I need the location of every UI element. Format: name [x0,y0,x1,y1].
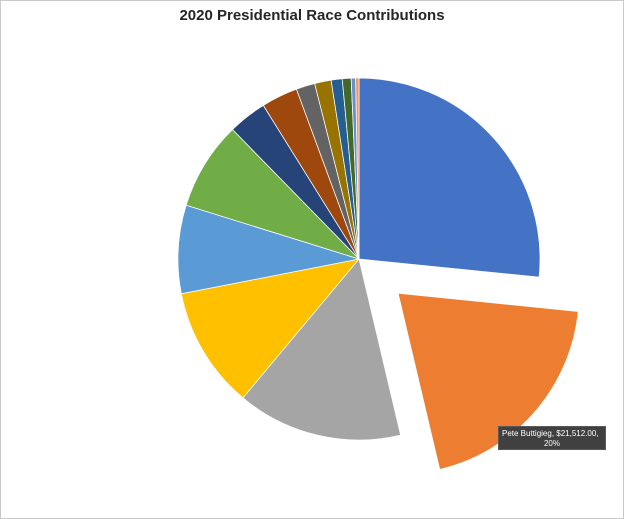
tooltip-line-2: 20% [543,439,560,448]
data-label-tooltip: Pete Buttigieg, $21,512.00, 20% [498,426,606,450]
tooltip-line-1: Pete Buttigieg, $21,512.00, [502,429,599,438]
pie-slice-2[interactable] [397,292,579,470]
pie-slice-4[interactable] [180,258,360,399]
pie-slice-14[interactable] [355,77,360,260]
pie-slice-3[interactable] [242,258,402,441]
chart-title: 2020 Presidential Race Contributions [179,7,445,24]
pie-slice-1[interactable] [358,77,541,278]
